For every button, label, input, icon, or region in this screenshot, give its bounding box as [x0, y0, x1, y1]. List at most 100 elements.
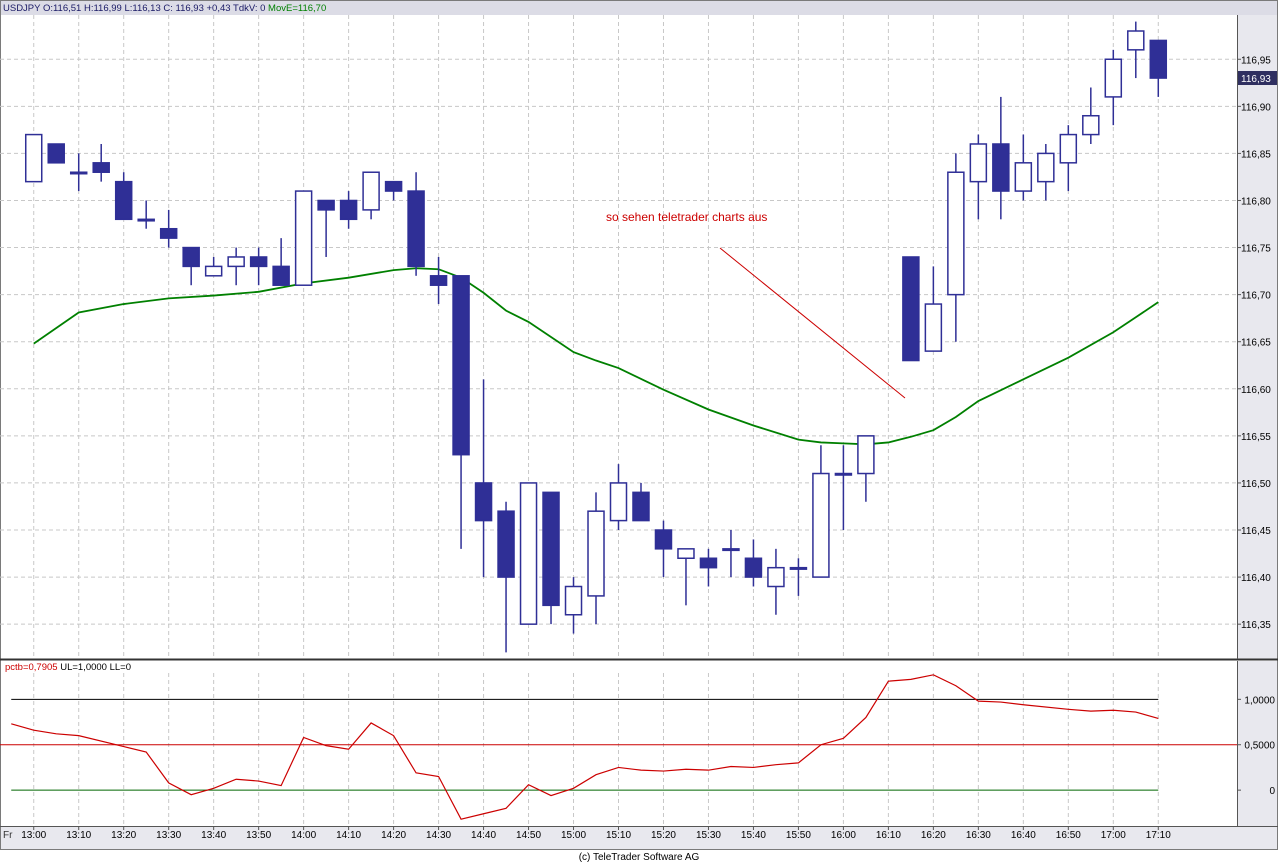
candle-body: [924, 303, 943, 352]
candle-body: [1059, 133, 1078, 164]
price-tick-label: 116,75: [1241, 244, 1271, 255]
candle-body: [114, 180, 133, 221]
candle-body: [272, 265, 290, 286]
candle-body: [1082, 114, 1100, 136]
candle-up: [587, 492, 605, 625]
footer-copyright: (c) TeleTrader Software AG: [579, 852, 700, 862]
candle-body: [429, 275, 448, 286]
candle-up: [924, 266, 943, 352]
indicator-tick-label: 1,0000: [1244, 695, 1275, 706]
price-tick-label: 116,40: [1241, 573, 1271, 584]
time-tick-label: 17:00: [1101, 830, 1126, 841]
time-tick-label: 15:50: [786, 830, 811, 841]
candle-up: [834, 445, 853, 531]
candle-up: [564, 577, 583, 634]
candle-body: [677, 548, 695, 560]
candle-down: [407, 172, 425, 276]
candle-up: [519, 482, 538, 625]
candle-body: [1014, 162, 1033, 192]
candle-body: [812, 472, 830, 578]
time-tick-label: 15:30: [696, 830, 721, 841]
time-tick-label: 17:10: [1146, 830, 1171, 841]
candle-up: [24, 133, 43, 183]
last-price-marker: [1238, 71, 1277, 85]
pctb-levels: UL=1,0000 LL=0: [60, 662, 131, 673]
grid: [0, 15, 1237, 826]
indicator-axis-panel: [1238, 661, 1277, 827]
candle-up: [137, 200, 155, 229]
candle-up: [947, 153, 965, 342]
last-price-label: 116,93: [1241, 74, 1271, 85]
price-tick-label: 116,45: [1241, 526, 1271, 537]
price-tick-label: 116,65: [1241, 338, 1271, 349]
time-tick-label: 15:00: [561, 830, 586, 841]
candle-down: [452, 275, 470, 549]
candle-down: [47, 143, 65, 164]
time-tick-label: 13:00: [21, 830, 46, 841]
time-tick-label: 16:20: [921, 830, 946, 841]
price-tick-label: 116,85: [1241, 149, 1271, 160]
candle-body: [902, 256, 920, 362]
price-tick-label: 116,70: [1241, 291, 1271, 302]
candle-down: [474, 379, 493, 578]
candle-down: [114, 172, 133, 221]
candle-down: [317, 199, 335, 257]
candle-down: [159, 209, 178, 248]
price-tick-label: 116,50: [1241, 479, 1271, 490]
candle-body: [564, 585, 583, 616]
time-axis-panel: [1, 827, 1277, 849]
price-tick-label: 116,95: [1241, 55, 1271, 66]
price-tick-label: 116,55: [1241, 432, 1271, 443]
candle-body: [182, 246, 200, 268]
candle-body: [1104, 58, 1123, 98]
candle-up: [362, 171, 380, 220]
candle-down: [902, 256, 920, 362]
candle-up: [204, 256, 223, 277]
candle-body: [24, 133, 43, 183]
candle-body: [654, 529, 673, 550]
candle-up: [1127, 21, 1145, 79]
header-ma-label: MovE=116,70: [268, 3, 326, 14]
price-tick-label: 116,60: [1241, 385, 1271, 396]
candle-up: [767, 548, 785, 615]
time-tick-label: 15:10: [606, 830, 631, 841]
tick-labels-layer: 116,35 116,40 116,45 116,50 116,55 116,60 116,…: [21, 55, 1275, 841]
header-values: O:116,51 H:116,99 L:116,13 C: 116,93 +0,…: [43, 3, 265, 14]
time-tick-label: 13:10: [66, 830, 91, 841]
time-tick-label: 13:20: [111, 830, 136, 841]
candle-body: [362, 171, 380, 211]
candle-body: [992, 143, 1010, 192]
candle-up: [1104, 49, 1123, 126]
candle-body: [47, 143, 65, 164]
time-tick-label: 16:10: [876, 830, 901, 841]
candle-down: [272, 238, 290, 286]
time-tick-label: 14:00: [291, 830, 316, 841]
candle-up: [1014, 134, 1033, 201]
candle-up: [1059, 125, 1078, 192]
indicator-header-bar: [1, 661, 1237, 673]
time-tick-label: 14:40: [471, 830, 496, 841]
candle-down: [497, 501, 515, 653]
candle-up: [969, 134, 988, 220]
candle-body: [407, 190, 425, 268]
header-symbol: USDJPY: [3, 3, 41, 14]
candle-body: [452, 275, 470, 456]
time-tick-label: 15:20: [651, 830, 676, 841]
candle-body: [384, 180, 403, 192]
time-tick-label: 14:30: [426, 830, 451, 841]
time-tick-label: 13:40: [201, 830, 226, 841]
pctb-line: [11, 674, 1159, 820]
header-bar: [1, 1, 1277, 15]
candle-body: [789, 566, 808, 570]
price-tick-label: 116,80: [1241, 196, 1271, 207]
candle-body: [92, 162, 110, 173]
time-tick-label: 13:30: [156, 830, 181, 841]
time-tick-label: 16:40: [1011, 830, 1036, 841]
price-tick-label: 116,90: [1241, 102, 1271, 113]
candle-body: [722, 548, 740, 552]
candle-down: [744, 539, 763, 587]
candle-body: [767, 566, 785, 588]
time-tick-label: 14:50: [516, 830, 541, 841]
candle-down: [542, 491, 560, 625]
candle-body: [1149, 39, 1168, 79]
